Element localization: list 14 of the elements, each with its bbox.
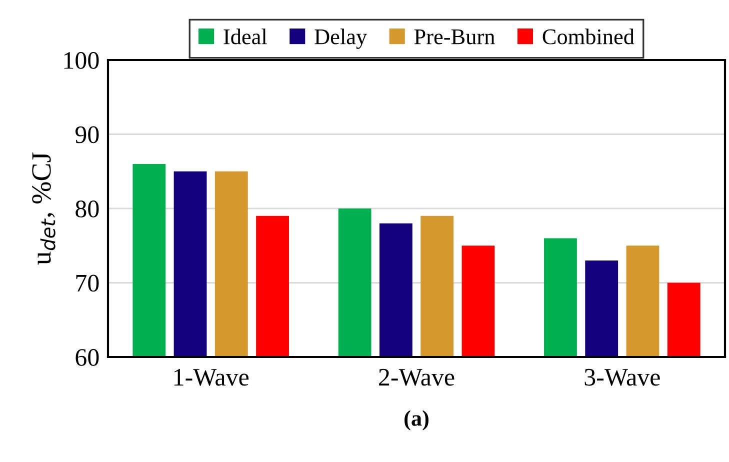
x-axis-title: (a) [404, 410, 428, 430]
y-tick-label: 60 [76, 349, 99, 366]
x-tick-label: 3-Wave [584, 368, 660, 386]
legend-label: Ideal [224, 28, 267, 44]
x-tick-label: 1-Wave [174, 368, 249, 386]
y-tick-label: 100 [64, 52, 99, 69]
y-tick-label: 90 [75, 126, 99, 144]
legend-label: Combined [542, 28, 634, 44]
y-axis-title: u$_{det}$, %CJ [32, 152, 56, 265]
legend-label: Delay [314, 28, 368, 49]
x-tick-label: 2-Wave [379, 368, 454, 386]
y-tick-label: 80 [76, 200, 99, 218]
y-tick-label: 70 [76, 274, 99, 292]
legend-label: Pre-Burn [414, 30, 495, 44]
